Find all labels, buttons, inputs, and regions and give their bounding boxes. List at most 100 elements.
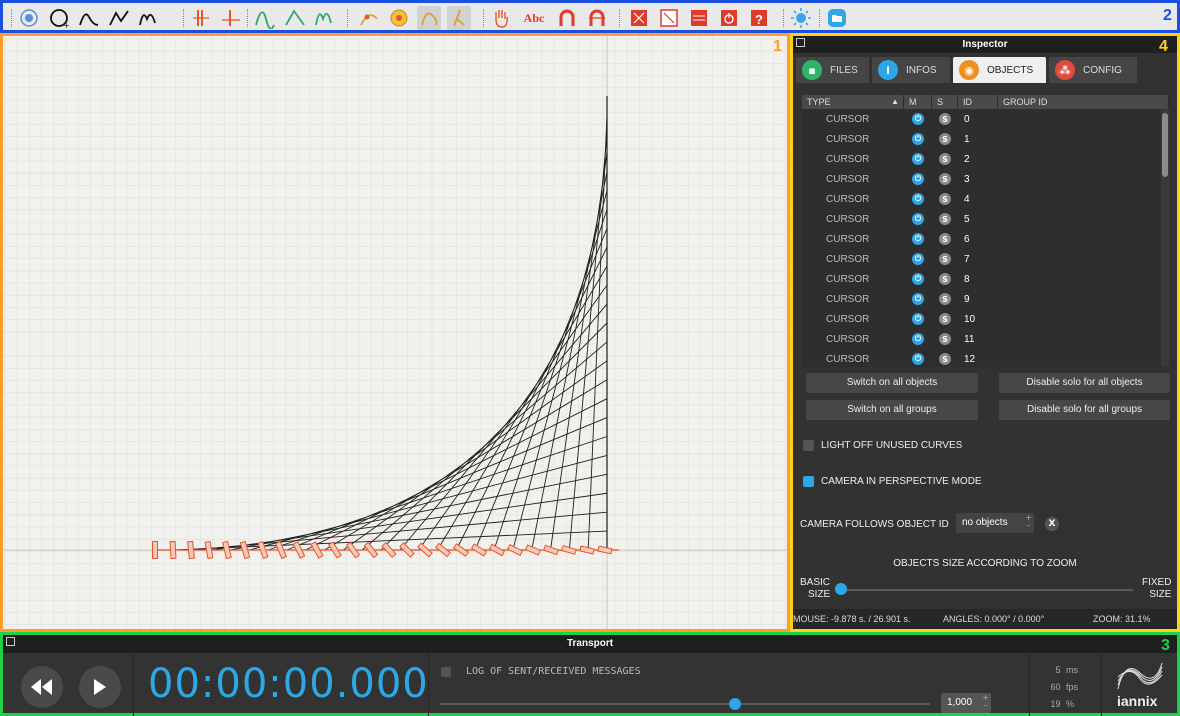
text-tool-button[interactable]: Abc — [519, 6, 549, 30]
score-drawing[interactable] — [3, 36, 787, 629]
table-row[interactable]: CURSOR ⏻ S 10 — [802, 309, 1169, 329]
magnet-icon[interactable] — [555, 6, 579, 30]
light-off-unused-checkbox[interactable] — [803, 440, 814, 451]
hand-tool-icon[interactable] — [489, 6, 513, 30]
score-canvas[interactable]: 1 — [0, 33, 790, 632]
power-toggle-icon[interactable]: ⏻ — [912, 353, 924, 365]
solo-toggle-icon[interactable]: S — [939, 193, 951, 205]
spinbox-arrows-icon[interactable]: + – — [982, 693, 989, 710]
trigger-line-icon[interactable] — [219, 6, 243, 30]
magnet-off-icon[interactable] — [585, 6, 609, 30]
curve-add-icon[interactable] — [77, 6, 101, 30]
speed-spinbox[interactable]: 1,000 + – — [941, 693, 991, 713]
power-toggle-icon[interactable]: ⏻ — [912, 313, 924, 325]
power-toggle-icon[interactable]: ⏻ — [912, 213, 924, 225]
speed-slider-track[interactable] — [440, 703, 930, 705]
table-scrollbar[interactable] — [1161, 109, 1169, 367]
objects-size-slider-track[interactable] — [841, 589, 1133, 591]
solo-toggle-icon[interactable]: S — [939, 233, 951, 245]
table-row[interactable]: CURSOR ⏻ S 7 — [802, 249, 1169, 269]
table-row[interactable]: CURSOR ⏻ S 0 — [802, 109, 1169, 129]
column-id[interactable]: ID — [958, 95, 998, 109]
table-row[interactable]: CURSOR ⏻ S 11 — [802, 329, 1169, 349]
table-row[interactable]: CURSOR ⏻ S 5 — [802, 209, 1169, 229]
table-row[interactable]: CURSOR ⏻ S 8 — [802, 269, 1169, 289]
solo-toggle-icon[interactable]: S — [939, 213, 951, 225]
function-curve-icon[interactable] — [137, 6, 161, 30]
camera-follow-spinbox[interactable]: no objects + – — [956, 513, 1034, 533]
play-button[interactable] — [79, 666, 121, 708]
trigger-add-icon[interactable] — [189, 6, 213, 30]
tab-config[interactable]: ⁂ CONFIG — [1049, 57, 1137, 83]
tab-infos[interactable]: i INFOS — [872, 57, 950, 83]
rewind-button[interactable] — [21, 666, 63, 708]
power-toggle-icon[interactable]: ⏻ — [912, 113, 924, 125]
table-row[interactable]: CURSOR ⏻ S 12 — [802, 349, 1169, 367]
disable-solo-all-objects-button[interactable]: Disable solo for all objects — [999, 373, 1170, 393]
row-type: CURSOR — [826, 213, 870, 225]
power-toggle-icon[interactable]: ⏻ — [912, 253, 924, 265]
solo-toggle-icon[interactable]: S — [939, 173, 951, 185]
sun-icon[interactable] — [789, 6, 813, 30]
camera-follow-clear-button[interactable]: X — [1045, 517, 1059, 531]
score-icon[interactable] — [687, 6, 711, 30]
polyline-green-icon[interactable] — [283, 6, 307, 30]
snap-grid-icon[interactable] — [387, 6, 411, 30]
objects-table[interactable]: TYPE ▲ M S ID GROUP ID CURSOR ⏻ S 0 CURSOR ⏻ S 1… — [802, 95, 1169, 367]
undock-icon[interactable] — [6, 637, 15, 646]
minimize-view-icon[interactable] — [657, 6, 681, 30]
solo-toggle-icon[interactable]: S — [939, 273, 951, 285]
objects-size-slider-knob[interactable] — [835, 583, 847, 595]
help-icon[interactable]: ? — [747, 6, 771, 30]
curve-edit-icon[interactable] — [417, 6, 441, 30]
solo-toggle-icon[interactable]: S — [939, 133, 951, 145]
column-group-id[interactable]: GROUP ID — [998, 95, 1169, 109]
folder-icon[interactable] — [825, 6, 849, 30]
table-row[interactable]: CURSOR ⏻ S 1 — [802, 129, 1169, 149]
table-row[interactable]: CURSOR ⏻ S 9 — [802, 289, 1169, 309]
power-toggle-icon[interactable]: ⏻ — [912, 133, 924, 145]
curve-green-icon[interactable] — [253, 6, 277, 30]
power-toggle-icon[interactable]: ⏻ — [912, 273, 924, 285]
power-toggle-icon[interactable]: ⏻ — [912, 333, 924, 345]
table-row[interactable]: CURSOR ⏻ S 4 — [802, 189, 1169, 209]
table-row[interactable]: CURSOR ⏻ S 3 — [802, 169, 1169, 189]
fullscreen-icon[interactable] — [627, 6, 651, 30]
log-messages-checkbox[interactable] — [441, 667, 451, 677]
curve-edit-pressed-icon[interactable] — [447, 6, 471, 30]
row-mute-cell: ⏻ — [904, 153, 932, 165]
solo-toggle-icon[interactable]: S — [939, 353, 951, 365]
column-type[interactable]: TYPE ▲ — [802, 95, 904, 109]
tab-objects[interactable]: ◉ OBJECTS — [953, 57, 1046, 83]
undock-icon[interactable] — [796, 38, 805, 47]
power-toggle-icon[interactable]: ⏻ — [912, 173, 924, 185]
solo-toggle-icon[interactable]: S — [939, 313, 951, 325]
power-icon[interactable] — [717, 6, 741, 30]
solo-toggle-icon[interactable]: S — [939, 333, 951, 345]
solo-toggle-icon[interactable]: S — [939, 113, 951, 125]
disable-solo-all-groups-button[interactable]: Disable solo for all groups — [999, 400, 1170, 420]
circle-add-icon[interactable]: + — [47, 6, 71, 30]
solo-toggle-icon[interactable]: S — [939, 253, 951, 265]
switch-on-all-groups-button[interactable]: Switch on all groups — [806, 400, 978, 420]
power-toggle-icon[interactable]: ⏻ — [912, 193, 924, 205]
column-solo[interactable]: S — [932, 95, 958, 109]
tab-files[interactable]: ▪ FILES — [796, 57, 869, 83]
switch-on-all-objects-button[interactable]: Switch on all objects — [806, 373, 978, 393]
table-row[interactable]: CURSOR ⏻ S 6 — [802, 229, 1169, 249]
power-toggle-icon[interactable]: ⏻ — [912, 233, 924, 245]
speed-slider-knob[interactable] — [729, 698, 741, 710]
power-toggle-icon[interactable]: ⏻ — [912, 293, 924, 305]
perspective-mode-checkbox[interactable] — [803, 476, 814, 487]
cursor-add-icon[interactable] — [17, 6, 41, 30]
table-row[interactable]: CURSOR ⏻ S 2 — [802, 149, 1169, 169]
polyline-add-icon[interactable] — [107, 6, 131, 30]
function-green-icon[interactable] — [313, 6, 337, 30]
solo-toggle-icon[interactable]: S — [939, 153, 951, 165]
snap-curve-icon[interactable] — [357, 6, 381, 30]
power-toggle-icon[interactable]: ⏻ — [912, 153, 924, 165]
column-mute[interactable]: M — [904, 95, 932, 109]
spinbox-arrows-icon[interactable]: + – — [1025, 513, 1032, 530]
scrollbar-thumb[interactable] — [1162, 113, 1168, 177]
solo-toggle-icon[interactable]: S — [939, 293, 951, 305]
